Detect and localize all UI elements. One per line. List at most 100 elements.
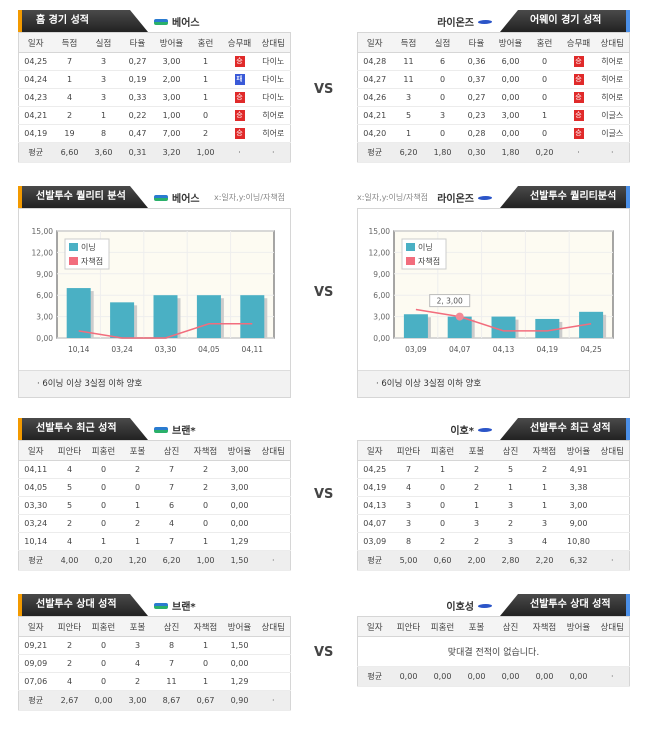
- cell: 3,00: [154, 88, 189, 107]
- bar-innings: [66, 288, 91, 338]
- cell: [256, 496, 291, 515]
- cell: 07,06: [18, 672, 53, 691]
- cell: 0,23: [459, 106, 494, 125]
- cell: 10,14: [18, 532, 53, 551]
- column-header: 피안타: [391, 440, 426, 461]
- x-tick-label: 04,25: [580, 345, 602, 354]
- cell: [595, 478, 630, 497]
- vs-label: VS: [314, 285, 334, 300]
- cell: 7: [154, 532, 189, 551]
- cell: 1: [52, 70, 87, 89]
- cell: 3,00: [561, 496, 596, 515]
- cell: 3,00: [222, 460, 257, 479]
- cell: 이글스: [595, 106, 630, 125]
- cell: 6: [154, 496, 189, 515]
- table-row: 04,20 1 0 0,28 0,00 0 승 이글스: [357, 124, 630, 143]
- table-row: 03,09 8 2 2 3 4 10,80: [357, 532, 630, 551]
- cell: 히어로: [256, 124, 291, 143]
- cell: [256, 532, 291, 551]
- column-header: 상대팀: [256, 616, 291, 637]
- cell: 1: [188, 88, 223, 107]
- average-cell: 1,20: [120, 550, 155, 571]
- empty-row: 맞대결 전적이 없습니다.: [357, 636, 630, 667]
- cell: 8: [154, 636, 189, 655]
- cell: 2: [493, 514, 528, 533]
- team-logo-icon: [477, 195, 493, 200]
- cell: 1: [527, 496, 562, 515]
- cell: 5: [493, 460, 528, 479]
- cell: 2,00: [154, 70, 189, 89]
- cell: 2: [120, 514, 155, 533]
- stats-table: 일자 피안타 피홈런 포볼 삼진 자책점 방어율 상대팀 04,11 4 0 2 7 2 3,00 04,05…: [18, 440, 291, 571]
- cell: 1,00: [154, 106, 189, 125]
- y-tick-label: 9,00: [36, 270, 53, 279]
- header-row: 일자 득점 실점 타율 방어율 홈런 승무패 상대팀: [357, 32, 630, 53]
- cell: 0: [425, 478, 460, 497]
- cell: 03,30: [18, 496, 53, 515]
- cell: 3: [86, 70, 121, 89]
- cell: 3: [425, 106, 460, 125]
- cell: 7: [154, 478, 189, 497]
- cell: 0: [86, 514, 121, 533]
- cell: 11: [391, 52, 426, 71]
- cell: 11: [391, 70, 426, 89]
- cell: 19: [52, 124, 87, 143]
- average-cell: 5,00: [391, 550, 426, 571]
- cell: 0,37: [459, 70, 494, 89]
- cell: 04,26: [357, 88, 392, 107]
- cell: 0,33: [120, 88, 155, 107]
- x-tick-label: 03,24: [111, 345, 133, 354]
- x-tick-label: 03,30: [155, 345, 177, 354]
- cell: 1: [188, 636, 223, 655]
- x-tick-label: 04,11: [242, 345, 264, 354]
- column-header: 피홈런: [425, 440, 460, 461]
- average-cell: ·: [256, 142, 291, 163]
- legend-label: 자책점: [81, 256, 103, 266]
- result-badge: 승: [234, 92, 245, 103]
- cell: 04,13: [357, 496, 392, 515]
- cell: 04,19: [18, 124, 53, 143]
- team-label: 라이온즈: [437, 190, 493, 205]
- cell: 04,05: [18, 478, 53, 497]
- cell: 7: [52, 52, 87, 71]
- average-cell: 0,30: [459, 142, 494, 163]
- bar-innings: [196, 295, 221, 338]
- cell: 다이노: [256, 70, 291, 89]
- cell: 1,29: [222, 672, 257, 691]
- average-cell: 평균: [357, 550, 392, 571]
- cell: 3: [527, 514, 562, 533]
- cell: 1: [86, 532, 121, 551]
- recent-right-panel: 선발투수 최근 성적 이호* 일자 피안타 피홈런 포볼 삼진 자책점 방어율 상대팀 04,2…: [357, 418, 630, 571]
- cell: 승: [561, 52, 596, 71]
- cell: 9,00: [561, 514, 596, 533]
- pitcher-name: 이호*: [450, 426, 474, 437]
- cell: 3: [391, 496, 426, 515]
- section-tab: 어웨이 경기 성적: [500, 10, 630, 32]
- cell: 03,09: [357, 532, 392, 551]
- column-header: 피안타: [391, 616, 426, 637]
- cell: 3: [459, 514, 494, 533]
- cell: 0: [86, 496, 121, 515]
- column-header: 홈런: [188, 32, 223, 53]
- cell: 승: [561, 124, 596, 143]
- cell: 0,00: [493, 70, 528, 89]
- average-cell: 0,00: [391, 666, 426, 687]
- cell: 1: [120, 496, 155, 515]
- table-row: 10,14 4 1 1 7 1 1,29: [18, 532, 291, 551]
- cell: 2: [52, 106, 87, 125]
- bar-innings: [491, 316, 516, 338]
- cell: [256, 478, 291, 497]
- bar-innings: [447, 316, 472, 338]
- cell: 1: [391, 124, 426, 143]
- cell: 7: [154, 460, 189, 479]
- average-cell: 0,67: [188, 690, 223, 711]
- cell: 0,00: [493, 124, 528, 143]
- average-cell: 2,00: [459, 550, 494, 571]
- vs-label: VS: [314, 487, 334, 502]
- average-cell: 0,00: [86, 690, 121, 711]
- y-tick-label: 0,00: [36, 334, 53, 343]
- cell: 04,20: [357, 124, 392, 143]
- cell: 1: [493, 478, 528, 497]
- x-tick-label: 04,19: [537, 345, 559, 354]
- recent-left-panel: 선발투수 최근 성적 브랜* 일자 피안타 피홈런 포볼 삼진 자책점 방어율 상대팀 04,1…: [18, 418, 291, 571]
